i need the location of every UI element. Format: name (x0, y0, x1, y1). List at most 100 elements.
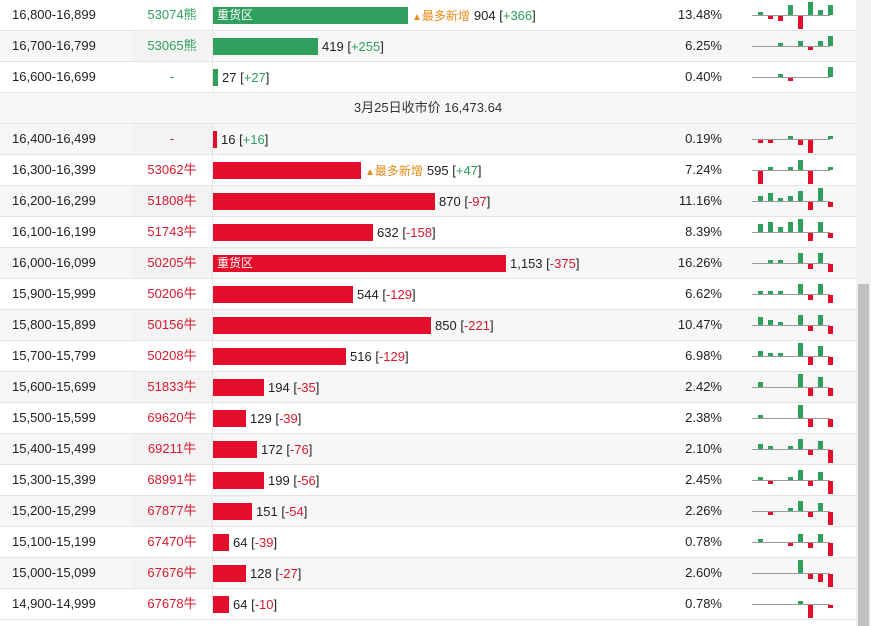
table-row[interactable]: 15,900-15,999 50206牛 544 [-129] 6.62% (0, 279, 856, 310)
column-divider (212, 372, 213, 402)
price-range: 16,000-16,099 (12, 255, 96, 270)
column-divider (212, 31, 213, 61)
sparkline-bar (778, 260, 783, 263)
scrollbar-thumb[interactable] (858, 284, 869, 626)
table-row[interactable]: 15,300-15,399 68991牛 199 [-56] 2.45% (0, 465, 856, 496)
percentage: 0.78% (685, 534, 722, 549)
volume-bar-cell: 870 [-97] (213, 186, 490, 216)
sparkline-bar (828, 419, 833, 427)
sparkline-bar (798, 469, 803, 480)
table-row[interactable]: 15,500-15,599 69620牛 129 [-39] 2.38% (0, 403, 856, 434)
volume-bar (213, 564, 246, 582)
column-divider (212, 403, 213, 433)
volume-change: -10 (254, 596, 274, 612)
sparkline-bar (768, 481, 773, 484)
table-row[interactable]: 16,300-16,399 53062牛 ▲最多新增 595 [+47] 7.24% (0, 155, 856, 186)
sparkline-bar (768, 16, 773, 19)
volume-value: 516 [-129] (350, 348, 409, 364)
percentage: 2.10% (685, 441, 722, 456)
table-row[interactable]: 16,000-16,099 50205牛 重货区 1,153 [-375] 16.26% (0, 248, 856, 279)
vertical-scrollbar[interactable] (856, 0, 871, 626)
sparkline-bar (778, 43, 783, 46)
table-row[interactable]: 16,100-16,199 51743牛 632 [-158] 8.39% (0, 217, 856, 248)
volume-bar (213, 440, 257, 458)
table-row[interactable]: 15,600-15,699 51833牛 194 [-35] 2.42% (0, 372, 856, 403)
sparkline-bar (788, 78, 793, 81)
entitlement-ratio: 68991牛 (132, 465, 212, 495)
sparkline-bar (768, 291, 773, 294)
table-row[interactable]: 15,400-15,499 69211牛 172 [-76] 2.10% (0, 434, 856, 465)
sparkline-bar (798, 405, 803, 418)
sparkline-bar (828, 605, 833, 608)
entitlement-ratio: 53074熊 (132, 0, 212, 30)
price-range: 14,900-14,999 (12, 596, 96, 611)
volume-bar (213, 471, 264, 489)
volume-number: 129 (250, 410, 276, 426)
sparkline-bar (808, 419, 813, 427)
volume-bar: 重货区 (213, 254, 506, 272)
sparkline-bar (768, 512, 773, 515)
sparkline-bar (768, 260, 773, 263)
sparkline-bar (828, 4, 833, 15)
history-sparkline (752, 248, 833, 278)
price-range: 16,400-16,499 (12, 131, 96, 146)
table-row[interactable]: 14,900-14,999 67678牛 64 [-10] 0.78% (0, 589, 856, 620)
table-row[interactable]: 16,400-16,499 -16 [+16] 0.19% (0, 124, 856, 155)
volume-value: 151 [-54] (256, 503, 308, 519)
sparkline-bar (808, 2, 813, 15)
sparkline-baseline (752, 232, 830, 233)
table-row[interactable]: 16,600-16,699 -27 [+27] 0.40% (0, 62, 856, 93)
table-row[interactable]: 16,700-16,799 53065熊 419 [+255] 6.25% (0, 31, 856, 62)
sparkline-bar (758, 291, 763, 294)
column-divider (212, 155, 213, 185)
history-sparkline (752, 186, 833, 216)
volume-value: 199 [-56] (268, 472, 320, 488)
volume-value: 64 [-10] (233, 596, 278, 612)
sparkline-bar (828, 481, 833, 494)
volume-change: -27 (278, 565, 298, 581)
history-sparkline (752, 589, 833, 619)
sparkline-baseline (752, 139, 830, 140)
sparkline-bar (788, 195, 793, 201)
table-row[interactable]: 15,700-15,799 50208牛 516 [-129] 6.98% (0, 341, 856, 372)
sparkline-bar (758, 381, 763, 387)
volume-value: 64 [-39] (233, 534, 278, 550)
volume-bar (213, 347, 346, 365)
percentage: 8.39% (685, 224, 722, 239)
table-row[interactable]: 16,200-16,299 51808牛 870 [-97] 11.16% (0, 186, 856, 217)
entitlement-ratio: 67470牛 (132, 527, 212, 557)
history-sparkline (752, 62, 833, 92)
sparkline-bar (778, 226, 783, 232)
sparkline-bar (758, 171, 763, 184)
table-row[interactable]: 15,800-15,899 50156牛 850 [-221] 10.47% (0, 310, 856, 341)
sparkline-bar (828, 136, 833, 139)
percentage: 0.78% (685, 596, 722, 611)
volume-bar-cell: 重货区 ▲最多新增 904 [+366] (213, 0, 536, 30)
volume-number: 172 (261, 441, 287, 457)
most-added-note: ▲最多新增 (365, 162, 423, 179)
sparkline-bar (768, 353, 773, 356)
sparkline-bar (788, 4, 793, 15)
volume-number: 419 (322, 38, 348, 54)
volume-value: 172 [-76] (261, 441, 313, 457)
volume-number: 27 (222, 69, 241, 85)
table-row[interactable]: 15,000-15,099 67676牛 128 [-27] 2.60% (0, 558, 856, 589)
volume-number: 516 (350, 348, 376, 364)
volume-number: 128 (250, 565, 276, 581)
sparkline-bar (818, 574, 823, 582)
table-row[interactable]: 16,800-16,899 53074熊 重货区 ▲最多新增 904 [+366] 13.… (0, 0, 856, 31)
sparkline-bar (768, 221, 773, 232)
sparkline-bar (758, 350, 763, 356)
column-divider (212, 0, 213, 30)
table-row[interactable]: 15,100-15,199 67470牛 64 [-39] 0.78% (0, 527, 856, 558)
table-row[interactable]: 15,200-15,299 67877牛 151 [-54] 2.26% (0, 496, 856, 527)
volume-change: -39 (278, 410, 298, 426)
volume-number: 850 (435, 317, 461, 333)
volume-bar (213, 223, 373, 241)
price-range: 15,300-15,399 (12, 472, 96, 487)
column-divider (212, 558, 213, 588)
sparkline-bar (808, 450, 813, 456)
sparkline-bar (818, 221, 823, 232)
sparkline-baseline (752, 573, 830, 574)
sparkline-bar (788, 508, 793, 511)
